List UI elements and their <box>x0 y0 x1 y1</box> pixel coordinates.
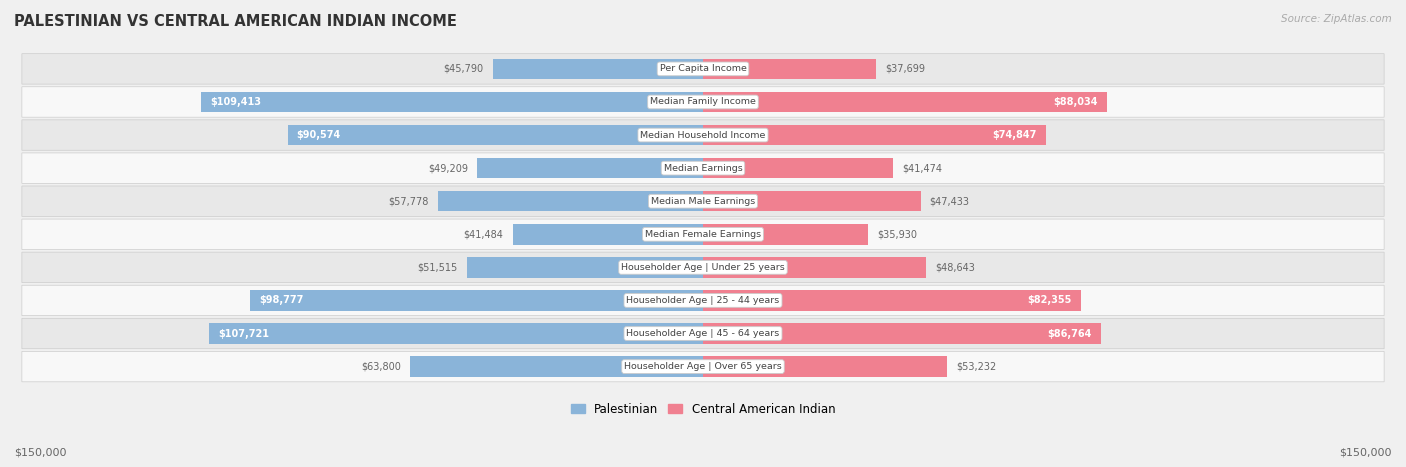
Text: $150,000: $150,000 <box>1340 448 1392 458</box>
Text: $82,355: $82,355 <box>1028 296 1071 305</box>
FancyBboxPatch shape <box>703 59 876 79</box>
Text: $90,574: $90,574 <box>297 130 342 140</box>
Text: Householder Age | Over 65 years: Householder Age | Over 65 years <box>624 362 782 371</box>
FancyBboxPatch shape <box>477 158 703 178</box>
FancyBboxPatch shape <box>703 125 1046 145</box>
Text: $150,000: $150,000 <box>14 448 66 458</box>
FancyBboxPatch shape <box>22 87 1384 117</box>
Text: $98,777: $98,777 <box>259 296 304 305</box>
Text: Source: ZipAtlas.com: Source: ZipAtlas.com <box>1281 14 1392 24</box>
FancyBboxPatch shape <box>703 158 893 178</box>
Text: $86,764: $86,764 <box>1047 328 1092 339</box>
FancyBboxPatch shape <box>22 120 1384 150</box>
Text: Householder Age | 45 - 64 years: Householder Age | 45 - 64 years <box>627 329 779 338</box>
Text: $63,800: $63,800 <box>361 361 401 372</box>
FancyBboxPatch shape <box>703 191 921 212</box>
FancyBboxPatch shape <box>703 290 1081 311</box>
Text: Householder Age | Under 25 years: Householder Age | Under 25 years <box>621 263 785 272</box>
Text: $48,643: $48,643 <box>935 262 976 272</box>
FancyBboxPatch shape <box>703 92 1107 112</box>
Text: $49,209: $49,209 <box>427 163 468 173</box>
FancyBboxPatch shape <box>513 224 703 245</box>
Text: $41,484: $41,484 <box>464 229 503 239</box>
Text: Per Capita Income: Per Capita Income <box>659 64 747 73</box>
Text: $109,413: $109,413 <box>211 97 262 107</box>
FancyBboxPatch shape <box>22 219 1384 249</box>
Text: Median Male Earnings: Median Male Earnings <box>651 197 755 205</box>
FancyBboxPatch shape <box>703 356 948 377</box>
FancyBboxPatch shape <box>22 285 1384 316</box>
FancyBboxPatch shape <box>201 92 703 112</box>
Text: $74,847: $74,847 <box>993 130 1038 140</box>
FancyBboxPatch shape <box>703 257 927 277</box>
Text: $37,699: $37,699 <box>886 64 925 74</box>
Text: $57,778: $57,778 <box>388 196 429 206</box>
Text: PALESTINIAN VS CENTRAL AMERICAN INDIAN INCOME: PALESTINIAN VS CENTRAL AMERICAN INDIAN I… <box>14 14 457 29</box>
Text: $41,474: $41,474 <box>903 163 942 173</box>
Text: Median Female Earnings: Median Female Earnings <box>645 230 761 239</box>
Text: $51,515: $51,515 <box>418 262 457 272</box>
Text: Median Household Income: Median Household Income <box>640 131 766 140</box>
FancyBboxPatch shape <box>411 356 703 377</box>
FancyBboxPatch shape <box>22 318 1384 349</box>
Text: $88,034: $88,034 <box>1053 97 1098 107</box>
Text: Median Family Income: Median Family Income <box>650 98 756 106</box>
Text: $45,790: $45,790 <box>444 64 484 74</box>
FancyBboxPatch shape <box>439 191 703 212</box>
FancyBboxPatch shape <box>209 323 703 344</box>
Text: Median Earnings: Median Earnings <box>664 163 742 173</box>
FancyBboxPatch shape <box>22 252 1384 283</box>
Text: $47,433: $47,433 <box>929 196 970 206</box>
FancyBboxPatch shape <box>703 323 1101 344</box>
Legend: Palestinian, Central American Indian: Palestinian, Central American Indian <box>567 398 839 420</box>
FancyBboxPatch shape <box>703 224 868 245</box>
FancyBboxPatch shape <box>22 54 1384 84</box>
Text: Householder Age | 25 - 44 years: Householder Age | 25 - 44 years <box>627 296 779 305</box>
FancyBboxPatch shape <box>22 153 1384 184</box>
FancyBboxPatch shape <box>22 186 1384 216</box>
FancyBboxPatch shape <box>250 290 703 311</box>
Text: $35,930: $35,930 <box>877 229 917 239</box>
Text: $53,232: $53,232 <box>956 361 997 372</box>
FancyBboxPatch shape <box>494 59 703 79</box>
Text: $107,721: $107,721 <box>218 328 269 339</box>
FancyBboxPatch shape <box>467 257 703 277</box>
FancyBboxPatch shape <box>288 125 703 145</box>
FancyBboxPatch shape <box>22 351 1384 382</box>
